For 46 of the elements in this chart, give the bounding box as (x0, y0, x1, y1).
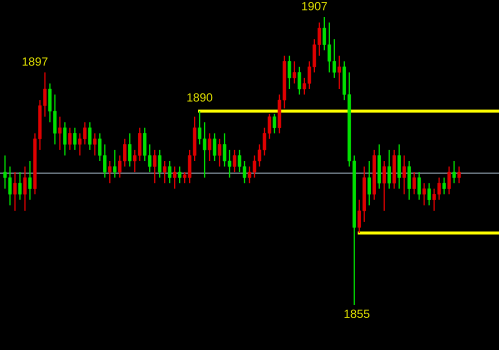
candlestick (407, 160, 411, 200)
candlestick (93, 132, 97, 156)
candlestick (417, 171, 421, 200)
candlestick (18, 171, 22, 200)
candlestick (338, 55, 342, 90)
text: 1907 (302, 2, 327, 10)
candlestick (28, 160, 32, 200)
candlestick (232, 149, 236, 173)
candlestick (442, 176, 446, 195)
candlestick (412, 171, 416, 195)
candlestick (388, 149, 391, 190)
annotation: 1897 (22, 57, 48, 66)
candlestick (113, 149, 116, 178)
candlestick (292, 60, 296, 84)
candlestick (128, 132, 132, 168)
candlestick (162, 160, 166, 184)
ref-line-label: 1890 (187, 93, 212, 102)
candlestick (382, 160, 386, 212)
candlestick (23, 166, 27, 212)
candlestick (158, 149, 162, 178)
candlestick (172, 166, 176, 190)
candlestick (422, 182, 426, 206)
candlestick (13, 171, 17, 212)
candlestick (108, 160, 112, 184)
candlestick (152, 149, 156, 184)
candlestick (208, 132, 212, 162)
candlestick (218, 138, 222, 168)
candlestick (212, 132, 216, 162)
candlestick (88, 122, 92, 151)
candlestick (402, 154, 406, 195)
candlestick (58, 116, 62, 151)
candlestick (298, 66, 302, 96)
candlestick (447, 166, 451, 195)
candlestick (68, 127, 72, 151)
candlestick (288, 55, 292, 90)
candlestick (452, 160, 456, 184)
candlestick (457, 166, 461, 184)
candlestick (63, 122, 67, 156)
candlestick (178, 166, 182, 184)
candlestick (427, 182, 431, 206)
text: 1855 (344, 310, 370, 318)
candlestick (168, 160, 172, 184)
candlestick (73, 127, 77, 151)
candlestick (397, 144, 401, 190)
candlestick (368, 160, 371, 206)
candlestick (272, 113, 276, 134)
